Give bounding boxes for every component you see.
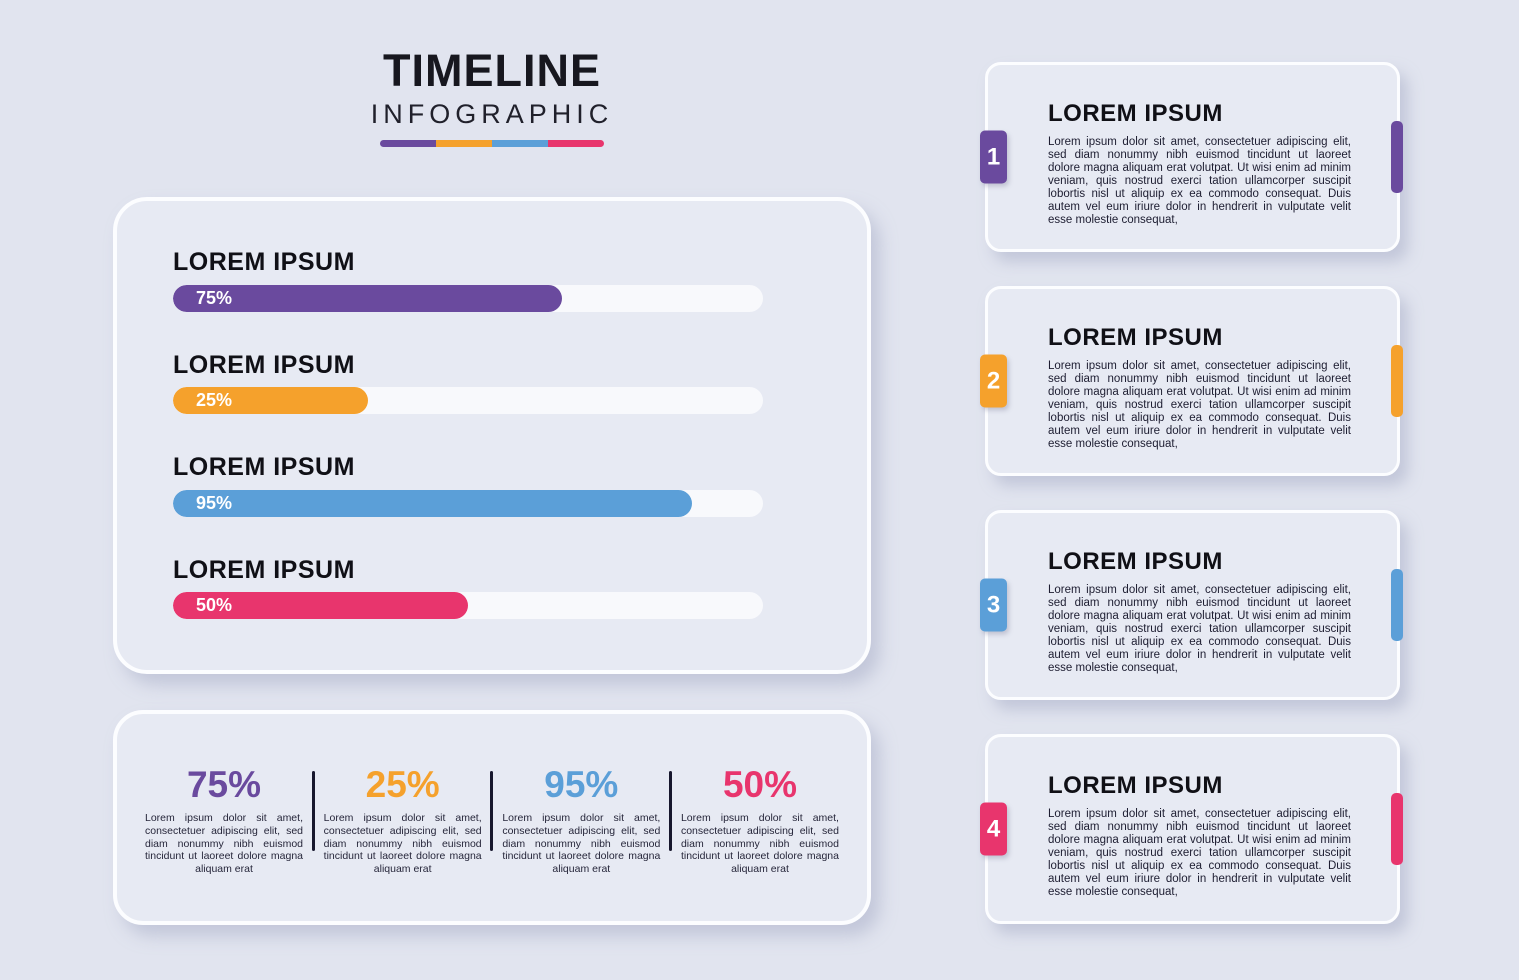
progress-label: LOREM IPSUM [173,350,355,379]
progress-group: LOREM IPSUM 95% [173,453,763,517]
card-number-badge: 4 [980,802,1007,856]
stat-column: 95% Lorem ipsum dolor sit amet, consecte… [502,766,660,876]
progress-fill-purple: 75% [173,284,563,312]
progress-percent: 25% [196,390,233,410]
stats-panel: 75% Lorem ipsum dolor sit amet, consecte… [113,710,871,925]
card-number-badge: 2 [980,354,1007,408]
stat-percent-pink: 50% [722,764,797,805]
card-number-badge: 1 [980,130,1007,184]
progress-label: LOREM IPSUM [173,248,355,276]
timeline-card-1: 1 LOREM IPSUM Lorem ipsum dolor sit amet… [980,62,1403,252]
underline-segment-pink [548,139,604,147]
progress-panel: LOREM IPSUM 75% LOREM IPSUM 25% LOREM IP… [113,197,871,674]
stat-column: 50% Lorem ipsum dolor sit amet, consecte… [681,766,839,876]
card-heading: LOREM IPSUM [1048,548,1223,575]
stat-percent-blue: 95% [544,764,619,805]
stat-divider [490,771,494,851]
card-accent-bar [1391,345,1403,417]
progress-label: LOREM IPSUM [173,555,355,584]
card-accent-bar [1391,793,1403,865]
progress-track: 50% [173,592,763,619]
progress-fill-orange: 25% [173,387,368,414]
timeline-cards: 1 LOREM IPSUM Lorem ipsum dolor sit amet… [980,62,1403,924]
progress-track: 25% [173,387,763,414]
stat-column: 25% Lorem ipsum dolor sit amet, consecte… [324,766,482,876]
progress-track: 95% [173,489,763,517]
stat-text: Lorem ipsum dolor sit amet, consectetuer… [680,812,839,876]
card-body-text: Lorem ipsum dolor sit amet, consectetuer… [1048,808,1351,898]
card-heading: LOREM IPSUM [1048,100,1223,127]
underline-segment-orange [436,139,492,147]
stat-divider [311,771,315,851]
stat-column: 75% Lorem ipsum dolor sit amet, consecte… [145,766,303,876]
progress-group: LOREM IPSUM 50% [173,555,763,619]
stat-text: Lorem ipsum dolor sit amet, consectetuer… [502,812,661,876]
card-heading: LOREM IPSUM [1048,324,1223,351]
card-body-text: Lorem ipsum dolor sit amet, consectetuer… [1048,360,1351,450]
stat-percent-orange: 25% [365,764,440,805]
progress-label: LOREM IPSUM [173,453,355,481]
progress-group: LOREM IPSUM 25% [173,350,763,414]
progress-fill-blue: 95% [173,489,693,517]
timeline-card-3: 3 LOREM IPSUM Lorem ipsum dolor sit amet… [980,510,1403,700]
card-accent-bar [1391,569,1403,641]
progress-group: LOREM IPSUM 75% [173,248,763,312]
stat-percent-purple: 75% [186,764,262,805]
progress-percent: 50% [196,595,233,615]
progress-fill-pink: 50% [173,592,468,619]
title-underline [380,139,604,147]
title-block: TIMELINE INFOGRAPHIC [113,48,871,147]
card-body-text: Lorem ipsum dolor sit amet, consectetuer… [1048,136,1351,226]
page-subtitle: INFOGRAPHIC [370,99,614,129]
progress-percent: 95% [196,492,233,513]
progress-percent: 75% [196,287,233,308]
progress-track: 75% [173,284,763,312]
card-body-text: Lorem ipsum dolor sit amet, consectetuer… [1048,584,1351,674]
stat-divider [669,771,673,851]
timeline-card-4: 4 LOREM IPSUM Lorem ipsum dolor sit amet… [980,734,1403,924]
stat-text: Lorem ipsum dolor sit amet, consectetuer… [145,812,303,876]
underline-segment-purple [380,139,436,147]
card-accent-bar [1391,121,1403,193]
card-number-badge: 3 [980,578,1007,632]
page-title: TIMELINE [383,45,601,96]
timeline-card-2: 2 LOREM IPSUM Lorem ipsum dolor sit amet… [980,286,1403,476]
underline-segment-blue [492,139,548,147]
card-heading: LOREM IPSUM [1048,772,1223,799]
stat-text: Lorem ipsum dolor sit amet, consectetuer… [323,812,482,876]
